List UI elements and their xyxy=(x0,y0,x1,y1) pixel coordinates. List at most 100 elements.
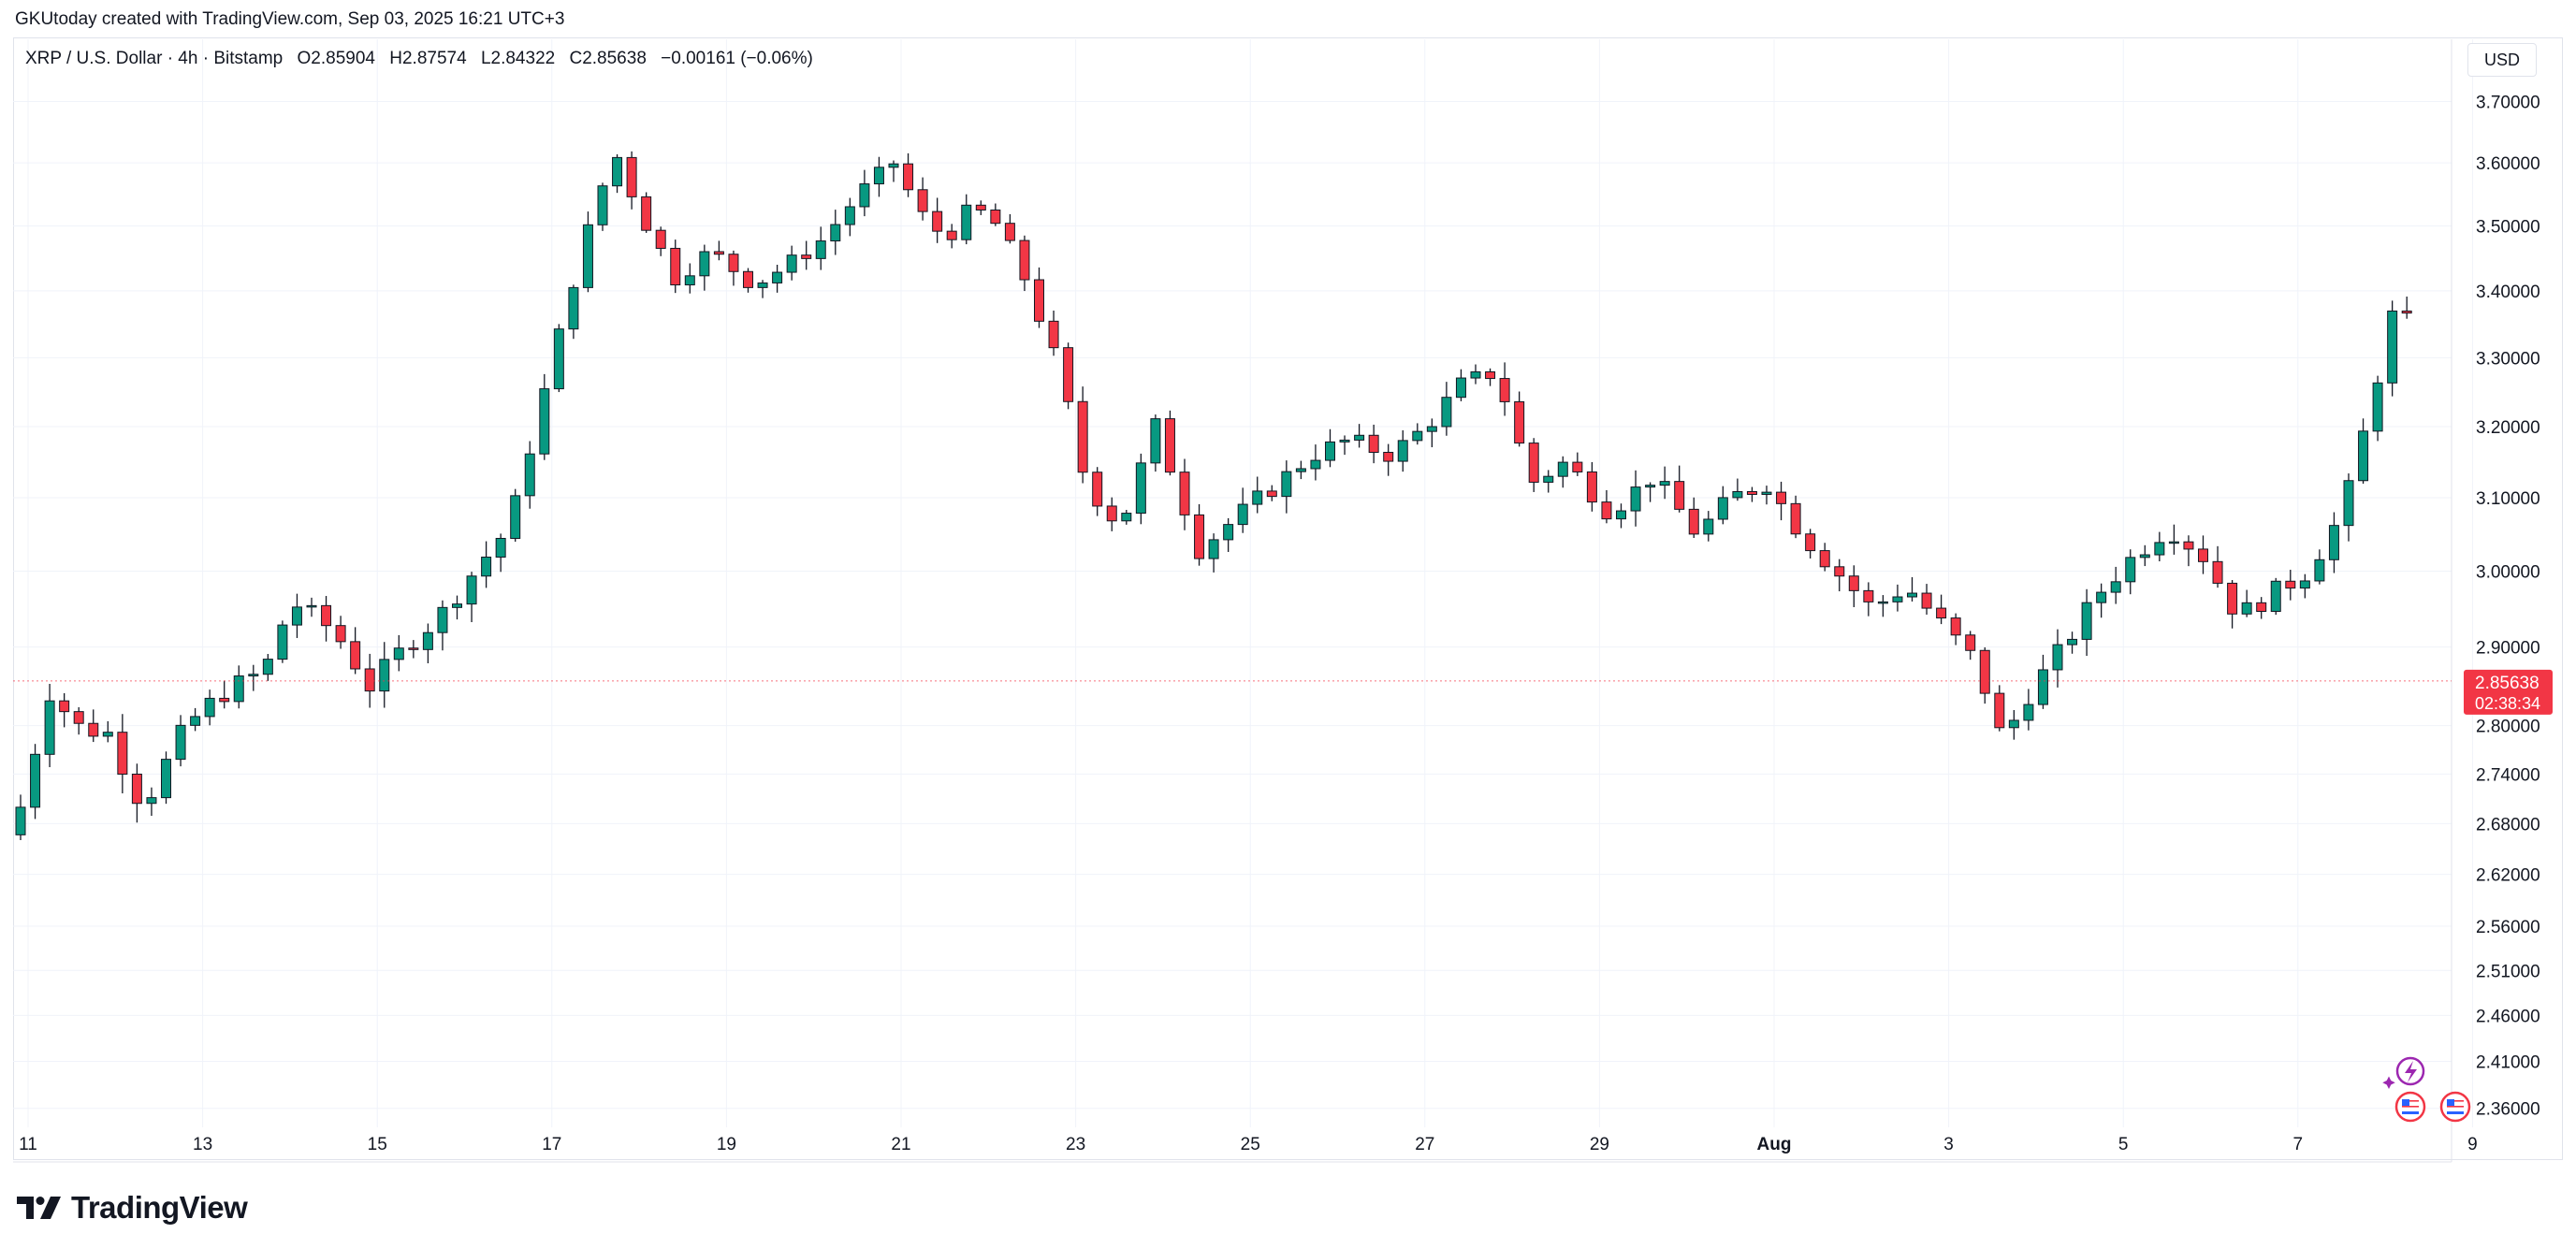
price-tick-label: 3.00000 xyxy=(2476,562,2540,582)
candle-up xyxy=(699,244,710,291)
candle-up xyxy=(1441,382,1452,436)
price-tick-label: 3.50000 xyxy=(2476,218,2540,238)
tradingview-logo[interactable]: TradingView xyxy=(17,1190,248,1226)
price-tick-label: 2.80000 xyxy=(2476,718,2540,737)
candle-up xyxy=(2008,710,2019,740)
candle-up xyxy=(568,284,579,340)
price-tick-label: 2.36000 xyxy=(2476,1100,2540,1120)
price-tick-label: 2.90000 xyxy=(2476,639,2540,659)
candle-up xyxy=(786,245,797,281)
candle-up xyxy=(2023,689,2034,731)
candle-up xyxy=(2139,544,2150,567)
candle-up xyxy=(452,595,462,620)
time-tick-label: 5 xyxy=(2118,1135,2129,1154)
candle-up xyxy=(1877,595,1888,617)
low-value: L2.84322 xyxy=(480,49,556,68)
candle-down xyxy=(117,714,128,794)
candle-up xyxy=(2037,654,2048,709)
candle-down xyxy=(1805,529,1816,559)
candle-up xyxy=(597,182,608,231)
candle-down xyxy=(2212,545,2223,588)
candle-down xyxy=(655,226,666,256)
candle-down xyxy=(1674,465,1685,513)
candle-down xyxy=(1936,594,1947,625)
candle-up xyxy=(1412,423,1423,445)
candle-down xyxy=(1819,543,1830,572)
candle-up xyxy=(844,197,855,237)
candle-up xyxy=(1339,435,1350,456)
candle-down xyxy=(1776,481,1787,521)
price-axis[interactable]: 3.70000 3.60000 3.50000 3.40000 3.30000 3.200… xyxy=(2476,94,2540,1120)
time-axis[interactable]: 11131517192123252729Aug35791113151719212… xyxy=(19,1135,2576,1154)
candle-up xyxy=(1295,460,1306,480)
candle-down xyxy=(917,177,928,221)
lightning-event-icon[interactable] xyxy=(2382,1056,2425,1089)
candle-up xyxy=(1397,429,1408,472)
candle-down xyxy=(1921,584,1932,615)
candle-down xyxy=(1994,685,2005,732)
candle-down xyxy=(1034,267,1044,328)
candle-up xyxy=(2096,583,2107,618)
candle-down xyxy=(1194,503,1205,566)
candle-down xyxy=(1848,565,1859,607)
price-tick-label: 3.40000 xyxy=(2476,283,2540,302)
candle-down xyxy=(1514,391,1525,447)
candle-down xyxy=(2256,597,2267,619)
candle-down xyxy=(1368,424,1379,464)
candle-up xyxy=(2154,531,2165,561)
candle-down xyxy=(1586,461,1597,512)
ohlc-legend: XRP / U.S. Dollar · 4h · Bitstamp O2.859… xyxy=(25,49,822,69)
candle-up xyxy=(1470,364,1481,385)
candle-down xyxy=(1485,368,1496,386)
candle-down xyxy=(946,224,957,249)
candle-up xyxy=(684,263,695,294)
candle-down xyxy=(990,203,1001,226)
event-markers[interactable] xyxy=(2382,1056,2471,1123)
price-tick-label: 3.20000 xyxy=(2476,418,2540,438)
candle-up xyxy=(1150,414,1161,472)
candle-up xyxy=(15,794,26,841)
candle-down xyxy=(641,192,652,233)
time-tick-label: 19 xyxy=(717,1135,736,1154)
currency-button[interactable]: USD xyxy=(2467,43,2537,77)
candle-down xyxy=(1572,452,1583,476)
candle-up xyxy=(422,623,433,664)
candle-down xyxy=(1383,443,1394,476)
candle-up xyxy=(1543,470,1554,493)
time-tick-label: 17 xyxy=(542,1135,561,1154)
us-flag-event-icon[interactable] xyxy=(2439,1091,2471,1123)
candle-up xyxy=(1252,476,1263,514)
price-tick-label: 3.70000 xyxy=(2476,94,2540,113)
candle-down xyxy=(408,640,419,659)
candle-up xyxy=(524,441,535,509)
time-tick-label: 25 xyxy=(1241,1135,1260,1154)
candle-up xyxy=(1135,453,1146,525)
us-flag-event-icon[interactable] xyxy=(2394,1091,2426,1123)
candle-up xyxy=(582,211,593,293)
candle-up xyxy=(815,226,826,270)
candle-down xyxy=(1004,213,1015,244)
candle-up xyxy=(2314,549,2325,585)
candle-up xyxy=(2387,300,2398,397)
candle-down xyxy=(350,627,361,675)
candle-up xyxy=(495,533,506,573)
candle-up xyxy=(1354,424,1365,448)
candle-up xyxy=(961,194,972,245)
last-price-value: 2.85638 xyxy=(2475,674,2540,693)
candle-up xyxy=(539,373,550,460)
candle-down xyxy=(1528,438,1539,492)
candle-up xyxy=(2343,473,2354,542)
candle-up xyxy=(757,280,768,298)
candle-down xyxy=(2183,535,2194,567)
symbol-label[interactable]: XRP / U.S. Dollar · 4h · Bitstamp xyxy=(25,49,284,68)
candle-up xyxy=(1281,460,1292,514)
tradingview-brand: TradingView xyxy=(71,1190,248,1225)
candle-down xyxy=(728,250,739,286)
candle-up xyxy=(1426,418,1437,448)
open-value: O2.85904 xyxy=(297,49,375,68)
candle-down xyxy=(1601,489,1612,524)
candle-down xyxy=(1048,310,1059,356)
candle-up xyxy=(233,665,244,709)
